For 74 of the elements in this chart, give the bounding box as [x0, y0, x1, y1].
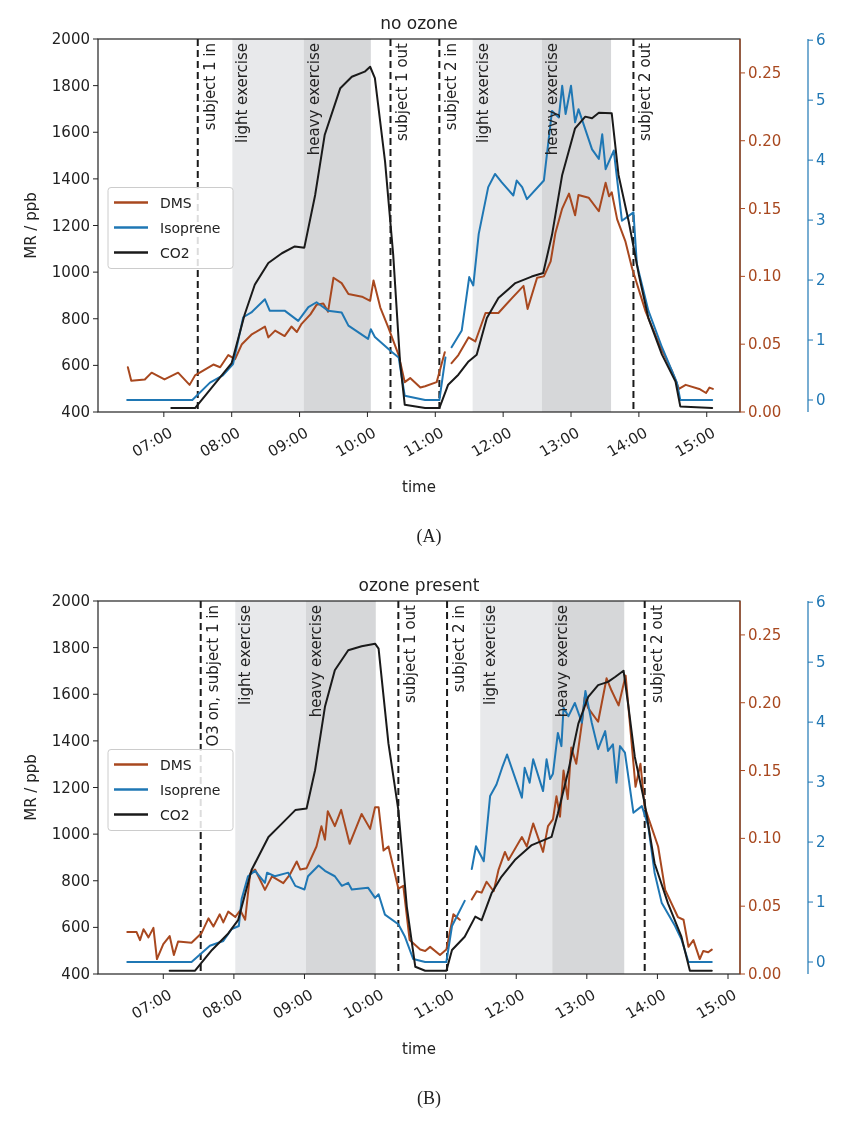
y-tick-label: 1800: [51, 76, 90, 95]
y-tick-label: 1400: [51, 731, 90, 750]
y-axis-title: MR / ppb: [22, 192, 40, 259]
y3-tick-label: 5: [816, 91, 826, 110]
y-tick-label: 1800: [51, 638, 90, 657]
y-tick-label: 400: [61, 403, 90, 421]
ref-line-label: subject 1 in: [200, 43, 219, 131]
legend-label: DMS: [160, 756, 192, 773]
y3-tick-label: 2: [816, 833, 826, 852]
y-axis-title: MR / ppb: [22, 754, 40, 821]
y-tick-label: 1000: [51, 263, 90, 282]
y3-tick-label: 0: [816, 953, 826, 972]
ref-line-label: subject 1 out: [393, 42, 412, 142]
x-axis-title: time: [402, 1040, 436, 1058]
text: (B): [417, 1088, 441, 1109]
legend-label: CO2: [160, 244, 190, 261]
y2-tick-label: 0.25: [748, 625, 782, 644]
y3-tick-label: 3: [816, 773, 826, 792]
y2-tick-label: 0.10: [748, 829, 782, 848]
ref-line-label: subject 1 out: [401, 604, 420, 704]
legend-label: DMS: [160, 194, 192, 211]
text: (A): [416, 526, 442, 547]
y3-tick-label: 6: [816, 593, 826, 612]
y-tick-label: 800: [61, 871, 90, 890]
y-tick-label: 400: [61, 965, 90, 983]
band-label: light exercise: [481, 605, 500, 705]
y3-tick-label: 2: [816, 271, 826, 290]
band-label: light exercise: [473, 43, 492, 143]
legend-label: Isoprene: [160, 219, 221, 236]
y-tick-label: 1400: [51, 169, 90, 188]
y2-tick-label: 0.15: [748, 199, 782, 218]
y2-tick-label: 0.15: [748, 761, 782, 780]
y-tick-label: 600: [61, 918, 90, 937]
y-tick-label: 1200: [51, 778, 90, 797]
band-label: light exercise: [233, 43, 252, 143]
y3-tick-label: 4: [816, 151, 826, 170]
band-label: heavy exercise: [542, 43, 561, 156]
y3-tick-label: 5: [816, 653, 826, 672]
y2-tick-label: 0.05: [748, 897, 782, 916]
y2-tick-label: 0.20: [748, 693, 782, 712]
y-tick-label: 600: [61, 356, 90, 375]
legend-label: Isoprene: [160, 781, 221, 798]
x-axis-title: time: [402, 478, 436, 496]
legend-label: CO2: [160, 806, 190, 823]
band-label: light exercise: [236, 605, 255, 705]
y3-tick-label: 0: [816, 391, 826, 410]
y2-tick-label: 0.10: [748, 267, 782, 286]
y-tick-label: 1200: [51, 216, 90, 235]
y2-tick-label: 0.25: [748, 63, 782, 82]
y-tick-label: 2000: [51, 592, 90, 610]
y3-tick-label: 3: [816, 211, 826, 230]
y2-tick-label: 0.05: [748, 335, 782, 354]
y3-tick-label: 4: [816, 713, 826, 732]
ref-line-label: O3 on, subject 1 in: [203, 605, 222, 747]
y3-tick-label: 1: [816, 331, 826, 350]
band-label: heavy exercise: [553, 605, 572, 718]
chart-title: no ozone: [380, 13, 458, 33]
y2-tick-label: 0.00: [748, 403, 782, 421]
y3-tick-label: 6: [816, 31, 826, 50]
chart-title: ozone present: [358, 575, 480, 595]
y-tick-label: 1600: [51, 123, 90, 142]
y-tick-label: 800: [61, 309, 90, 328]
ref-line-label: subject 2 out: [647, 604, 666, 704]
y2-tick-label: 0.00: [748, 965, 782, 983]
y-tick-label: 2000: [51, 30, 90, 48]
y-tick-label: 1600: [51, 685, 90, 704]
band-label: heavy exercise: [306, 605, 325, 718]
ref-line-label: subject 2 in: [450, 605, 469, 693]
ref-line-label: subject 2 out: [636, 42, 655, 142]
y3-tick-label: 1: [816, 893, 826, 912]
ref-line-label: subject 2 in: [442, 43, 461, 131]
y2-tick-label: 0.20: [748, 131, 782, 150]
band-label: heavy exercise: [304, 43, 323, 156]
y-tick-label: 1000: [51, 825, 90, 844]
